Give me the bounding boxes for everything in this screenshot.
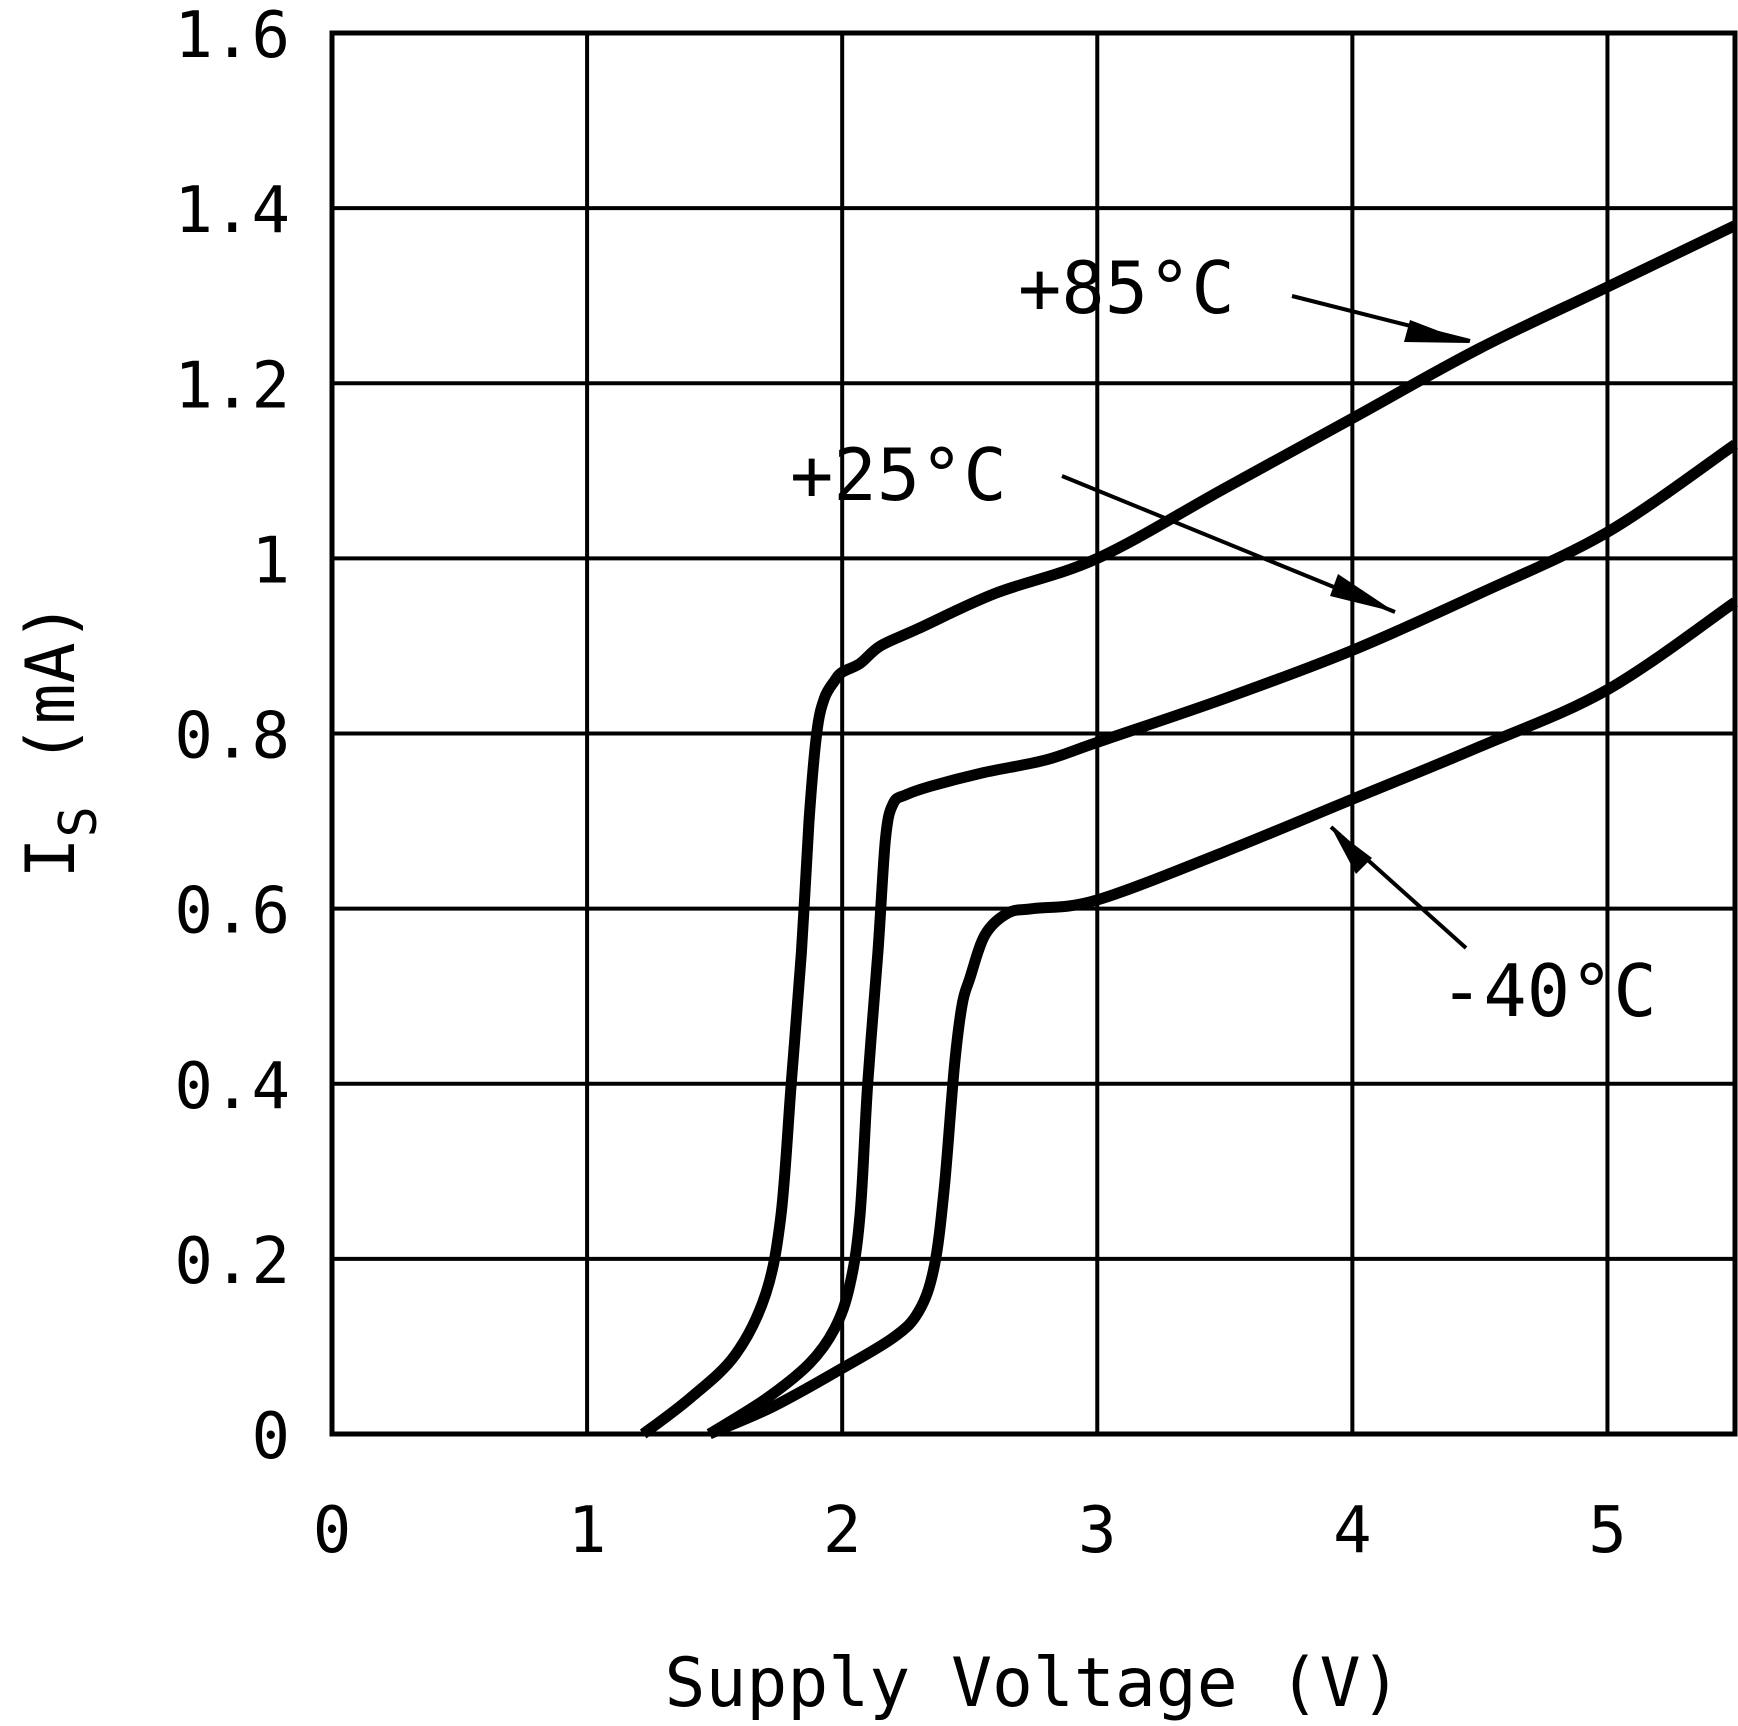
plot-frame (329, 30, 1738, 1437)
y-tick-label-8: 1.6 (174, 0, 290, 73)
y-axis-title-main: I (12, 838, 91, 879)
arrow-plus-85c (1291, 294, 1471, 343)
x-tick-label-2: 2 (823, 1494, 862, 1568)
series-line-minus-40c (707, 597, 1738, 1440)
y-axis-title-unit: (mA) (12, 602, 91, 766)
y-tick-label-5: 1 (251, 524, 290, 598)
y-axis-title-sub: S (49, 806, 109, 837)
series-line-plusminus-25c (706, 439, 1738, 1439)
gridlines (332, 33, 1735, 1434)
x-tick-label-4: 4 (1333, 1494, 1372, 1568)
y-tick-label-6: 1.2 (174, 349, 290, 423)
svg-text:IS (mA): IS (mA) (12, 602, 109, 879)
y-tick-label-7: 1.4 (174, 174, 290, 248)
annotation-plus-85c: +85°C (1018, 246, 1235, 330)
tick-labels: 0 1 2 3 4 5 0 0.2 0.4 0.6 0.8 1 1.2 1.4 1.6 (174, 0, 1626, 1568)
series-layer (639, 220, 1738, 1440)
arrow-plus-25c (1061, 474, 1396, 614)
x-axis-title: Supply Voltage (V) (665, 1644, 1402, 1723)
x-tick-label-1: 1 (568, 1494, 607, 1568)
x-tick-label-0: 0 (313, 1494, 352, 1568)
arrow-minus-40c (1329, 825, 1468, 950)
y-axis-title-space (12, 765, 91, 806)
x-tick-label-3: 3 (1078, 1494, 1117, 1568)
y-tick-label-3: 0.6 (174, 875, 290, 949)
y-tick-label-2: 0.4 (174, 1050, 290, 1124)
y-tick-label-0: 0 (251, 1400, 290, 1474)
y-tick-label-1: 0.2 (174, 1225, 290, 1299)
series-line-plusminus-85c (639, 220, 1738, 1439)
annotation-plus-25c: +25°C (790, 433, 1007, 517)
y-tick-label-4: 0.8 (174, 700, 290, 774)
y-axis-title: IS (mA) (12, 602, 109, 879)
annotation-minus-40c: -40°C (1440, 949, 1657, 1033)
x-tick-label-5: 5 (1588, 1494, 1627, 1568)
